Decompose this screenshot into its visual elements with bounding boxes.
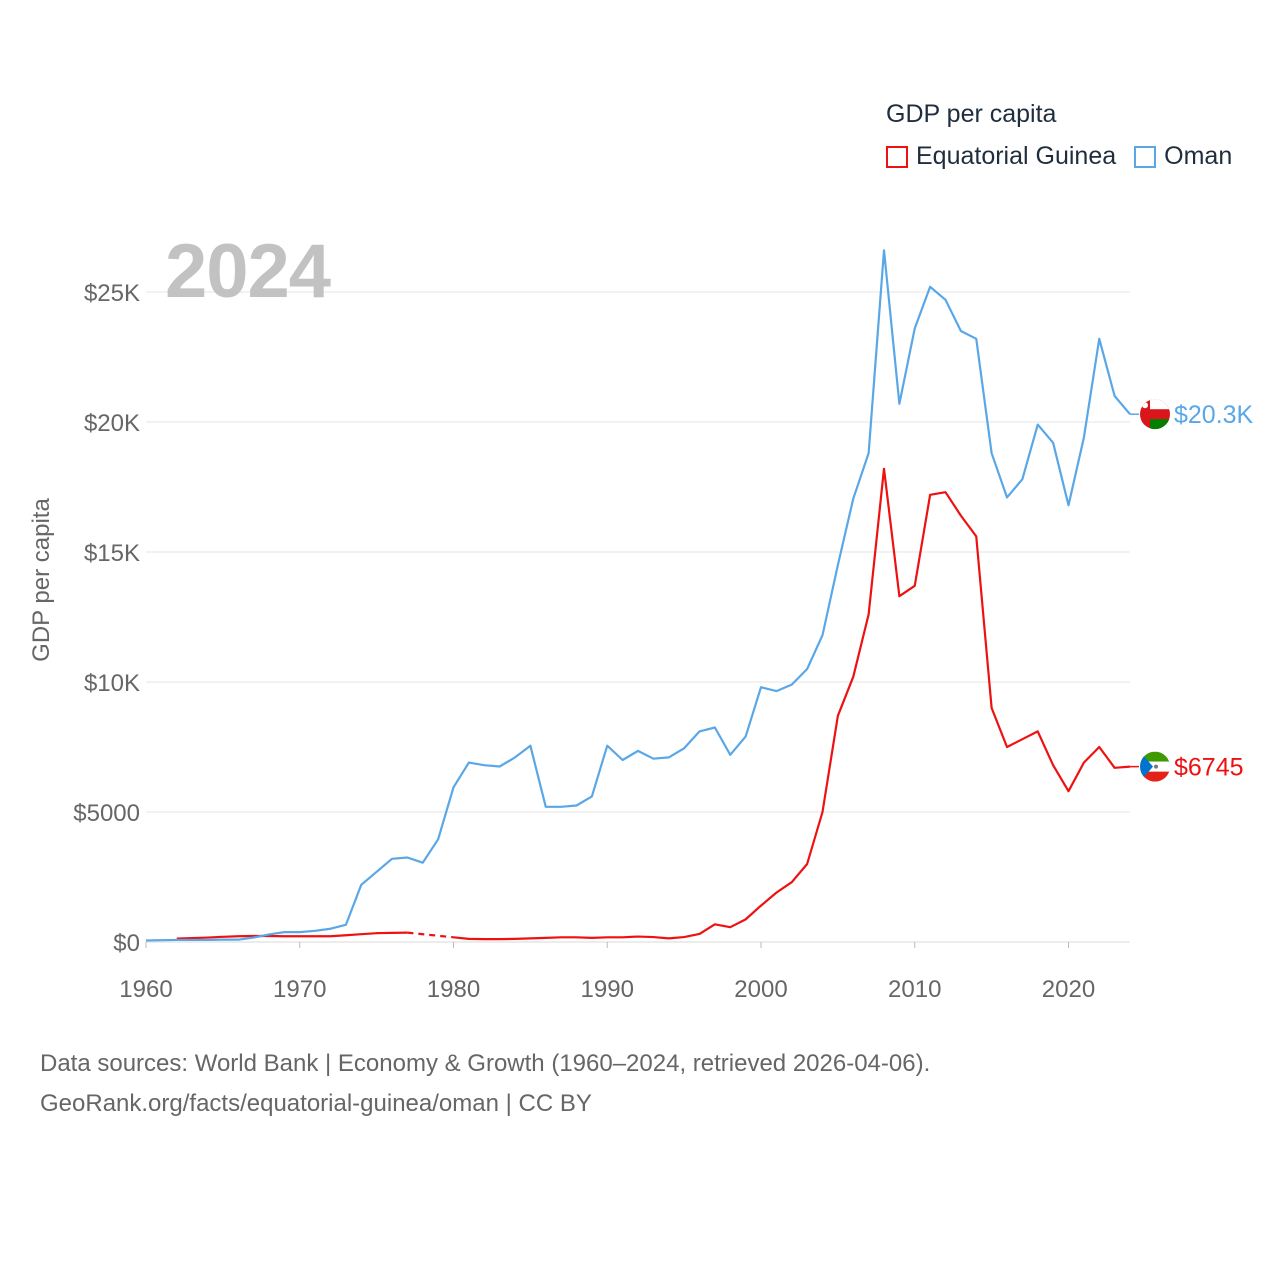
x-tick-label: 2000 [734,976,787,1003]
flag-green [1140,751,1170,762]
y-tick-label: $10K [84,670,140,697]
flag-emblem [1154,764,1158,769]
flag-body [1140,399,1170,430]
series-line-equatorial-guinea [176,931,408,940]
legend-title: GDP per capita [886,100,1057,128]
series-gap-equatorial-guinea [407,931,454,939]
x-tick-label: 2010 [888,976,941,1003]
legend: Equatorial Guinea Oman [886,142,1250,171]
equatorial-guinea-flag [1140,751,1170,782]
end-value-label: $20.3K [1174,401,1254,429]
x-tick-label: 1970 [273,976,326,1003]
source-url[interactable]: GeoRank.org/facts/equatorial-guinea/oman… [40,1090,592,1117]
oman-flag [1140,399,1170,430]
flag-triangle [1140,751,1153,782]
end-value-label: $6745 [1174,754,1244,782]
y-tick-label: $20K [84,410,140,437]
legend-item-equatorial-guinea[interactable]: Equatorial Guinea [886,142,1116,171]
data-source-note: Data sources: World Bank | Economy & Gro… [40,1050,931,1077]
legend-label-oman: Oman [1164,142,1233,170]
legend-item-oman[interactable]: Oman [1134,142,1232,171]
y-tick-label: $15K [84,540,140,567]
footer: Data sources: World Bank | Economy & Gro… [40,1044,930,1124]
y-tick-label: $5000 [73,800,140,827]
flag-emblem [1142,402,1148,409]
year-label: 2024 [165,229,331,314]
series-line-equatorial-guinea [453,467,1131,941]
flag-white [1150,399,1170,410]
series-line-oman [145,249,1131,942]
x-tick-label: 1960 [119,976,172,1003]
y-axis-label: GDP per capita [28,498,55,662]
x-tick-label: 2020 [1042,976,1095,1003]
y-tick-label: $25K [84,280,140,307]
x-tick-label: 1980 [427,976,480,1003]
flag-green [1150,419,1170,430]
x-tick-label: 1990 [581,976,634,1003]
flag-red [1140,771,1170,782]
flag-body [1140,751,1170,782]
legend-label-equatorial-guinea: Equatorial Guinea [916,142,1117,170]
y-tick-label: $0 [113,930,140,957]
legend-swatch-equatorial-guinea [886,145,908,168]
legend-swatch-oman [1134,145,1157,168]
